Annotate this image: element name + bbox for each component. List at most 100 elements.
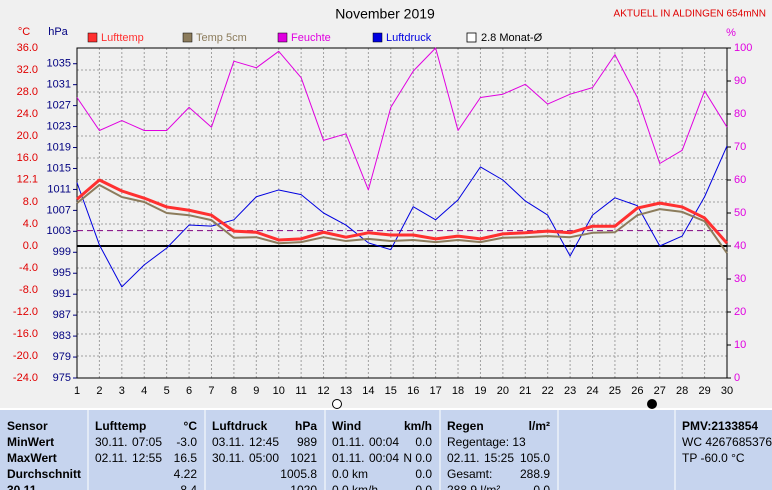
stats-text: 0.0 km bbox=[332, 467, 368, 481]
y2-tick-label: 991 bbox=[53, 288, 71, 300]
stats-text: 30.11. bbox=[7, 483, 40, 490]
stats-header: Lufttemp bbox=[95, 419, 146, 433]
x-tick-label: 7 bbox=[208, 385, 214, 397]
x-tick-label: 11 bbox=[295, 385, 306, 397]
stats-header: Wind bbox=[332, 419, 361, 433]
y3-tick-label: 60 bbox=[734, 174, 746, 186]
stats-text: MinWert bbox=[7, 435, 54, 449]
x-tick-label: 10 bbox=[273, 385, 285, 397]
y3-tick-label: 40 bbox=[734, 240, 746, 252]
y2-tick-label: 995 bbox=[53, 267, 71, 279]
y-tick-label: -20.0 bbox=[13, 350, 38, 362]
legend-swatch bbox=[182, 32, 193, 43]
stats-time: 12:55 bbox=[132, 451, 162, 465]
y-tick-label: 20.0 bbox=[17, 130, 38, 142]
y-tick-label: 0.0 bbox=[23, 240, 38, 252]
y3-tick-label: 70 bbox=[734, 141, 746, 153]
legend-label: Feuchte bbox=[291, 32, 331, 44]
stats-time: 05:00 bbox=[249, 451, 279, 465]
series-line bbox=[76, 183, 728, 254]
y2-tick-label: 1003 bbox=[47, 225, 71, 237]
x-tick-label: 17 bbox=[429, 385, 441, 397]
x-tick-label: 28 bbox=[676, 385, 688, 397]
x-tick-label: 3 bbox=[119, 385, 125, 397]
y3-axis-label: % bbox=[726, 27, 736, 39]
x-tick-label: 13 bbox=[340, 385, 352, 397]
stats-unit: hPa bbox=[295, 419, 317, 433]
annotation: AKTUELL IN ALDINGEN 654mNN bbox=[614, 9, 766, 20]
x-tick-label: 26 bbox=[631, 385, 643, 397]
chart-title: November 2019 bbox=[335, 6, 435, 22]
stats-value: 0.0 bbox=[533, 483, 550, 490]
stats-text: 03.11. bbox=[212, 435, 244, 449]
x-tick-label: 15 bbox=[385, 385, 397, 397]
stats-header: Sensor bbox=[7, 419, 48, 433]
x-tick-label: 4 bbox=[141, 385, 147, 397]
stats-time: 07:05 bbox=[132, 435, 162, 449]
x-tick-label: 19 bbox=[474, 385, 486, 397]
stats-header: Luftdruck bbox=[212, 419, 268, 433]
stats-header: Regen bbox=[447, 419, 484, 433]
x-tick-label: 18 bbox=[452, 385, 464, 397]
y2-tick-label: 1027 bbox=[47, 100, 71, 112]
stats-value: 4.22 bbox=[174, 467, 198, 481]
y3-tick-label: 100 bbox=[734, 42, 752, 54]
y-tick-label: 28.0 bbox=[17, 86, 38, 98]
stats-header: PMV:2133854 bbox=[682, 419, 758, 433]
stats-value: 8.4 bbox=[180, 483, 197, 490]
y3-tick-label: 20 bbox=[734, 306, 746, 318]
stats-time: 00:04 bbox=[369, 451, 399, 465]
moon-full bbox=[647, 399, 657, 409]
y2-tick-label: 983 bbox=[53, 330, 71, 342]
stats-text: 02.11. bbox=[447, 451, 479, 465]
x-tick-label: 8 bbox=[231, 385, 237, 397]
stats-text: 01.11. bbox=[332, 435, 364, 449]
stats-value: 1005.8 bbox=[280, 467, 317, 481]
x-tick-label: 1 bbox=[74, 385, 80, 397]
stats-value: 0.0 bbox=[415, 467, 432, 481]
y2-tick-label: 975 bbox=[53, 372, 71, 384]
y2-axis-label: hPa bbox=[48, 26, 68, 38]
x-tick-label: 5 bbox=[164, 385, 170, 397]
x-tick-label: 30 bbox=[721, 385, 733, 397]
series-line bbox=[76, 178, 729, 245]
y-tick-label: 16.0 bbox=[17, 152, 38, 164]
stats-text: 0.0 km/h bbox=[332, 483, 378, 490]
moon-new bbox=[332, 399, 342, 409]
legend-swatch bbox=[277, 32, 288, 43]
stats-unit: °C bbox=[184, 419, 198, 433]
legend-label: Temp 5cm bbox=[196, 32, 247, 44]
stats-text: 02.11. bbox=[95, 451, 127, 465]
series-line bbox=[76, 47, 728, 191]
stats-value: 0.0 bbox=[415, 435, 432, 449]
y-tick-label: 8.0 bbox=[23, 196, 38, 208]
x-tick-label: 16 bbox=[407, 385, 419, 397]
stats-unit: l/m² bbox=[529, 419, 550, 433]
y-axis-label: °C bbox=[18, 26, 30, 38]
y3-tick-label: 10 bbox=[734, 339, 746, 351]
stats-time: 00:04 bbox=[369, 435, 399, 449]
x-tick-label: 14 bbox=[362, 385, 374, 397]
stats-value: -3.0 bbox=[176, 435, 197, 449]
legend-swatch bbox=[87, 32, 98, 43]
stats-value: 1021 bbox=[290, 451, 317, 465]
y2-tick-label: 987 bbox=[53, 309, 71, 321]
y2-tick-label: 999 bbox=[53, 246, 71, 258]
stats-text: MaxWert bbox=[7, 451, 57, 465]
x-tick-label: 27 bbox=[654, 385, 666, 397]
y3-tick-label: 90 bbox=[734, 75, 746, 87]
legend-label: 2.8 Monat-Ø bbox=[481, 32, 543, 44]
stats-text: Gesamt: bbox=[447, 467, 492, 481]
x-tick-label: 9 bbox=[253, 385, 259, 397]
stats-time: 12:45 bbox=[249, 435, 279, 449]
stats-value: 288.9 bbox=[520, 467, 550, 481]
y2-tick-label: 1011 bbox=[47, 183, 71, 195]
y2-tick-label: 1023 bbox=[47, 120, 71, 132]
stats-value: 105.0 bbox=[520, 451, 550, 465]
y-tick-label: -4.0 bbox=[19, 262, 38, 274]
stats-text: Durchschnitt bbox=[7, 467, 81, 481]
y-tick-label: -12.0 bbox=[13, 306, 38, 318]
y2-tick-label: 1007 bbox=[47, 204, 71, 216]
y-tick-label: -8.0 bbox=[19, 284, 38, 296]
